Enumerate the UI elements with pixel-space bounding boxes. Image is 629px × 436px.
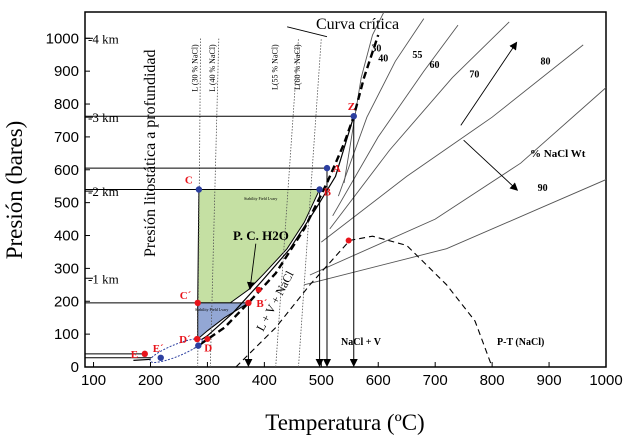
- point-label: D´: [179, 334, 191, 346]
- isopleth-label: 90: [538, 183, 548, 194]
- liquidus-line: [275, 38, 299, 367]
- point-marker: [195, 186, 203, 193]
- depth-label: -4 km: [88, 31, 119, 46]
- x-tick-label: 600: [366, 372, 391, 389]
- liquidus-label: L(60 % NaCl): [293, 44, 302, 90]
- liquidus-line: [298, 38, 322, 367]
- point-marker: [316, 186, 323, 193]
- point-label: Z: [348, 101, 355, 113]
- y-tick-label: 1000: [46, 30, 79, 47]
- y-tick-label: 900: [54, 63, 79, 80]
- depth-label: -1 km: [88, 271, 119, 286]
- salinity-isopleths: [304, 12, 606, 286]
- isopleth-label: 40: [378, 53, 388, 64]
- point-marker: [345, 237, 352, 244]
- isopleth-label: 55: [412, 50, 422, 61]
- pc-h2o-label: P. C. H2O: [233, 228, 289, 243]
- x-tick-label: 200: [138, 372, 163, 389]
- liquidus-labels: L (30 % NaCl) L (40 % NaCl) L(55 % NaCl) L(…: [191, 44, 302, 92]
- y-tick-label: 800: [54, 96, 79, 113]
- point-label: C´: [180, 290, 192, 302]
- isopleth-line: [343, 12, 385, 183]
- point-label: D: [204, 343, 212, 355]
- reference-lines: [85, 115, 358, 367]
- y-ticks: 0 100 200 300 400 500 600 700 800 900 1000: [46, 30, 90, 376]
- small-box-label-lower: Stability Field Lvary: [195, 307, 228, 312]
- liquidus-lines: [197, 38, 322, 367]
- point-labels: C BA Z C´ B´ D´ D E E´: [131, 101, 355, 361]
- depth-label: -3 km: [88, 110, 119, 125]
- x-ticks: 100 200 300 400 500 600 700 800 900 1000: [81, 362, 623, 389]
- point-label: B´: [256, 298, 267, 310]
- point-marker: [194, 299, 201, 307]
- annotation-arrows: [246, 26, 519, 291]
- liquidus-label: L (30 % NaCl): [191, 44, 200, 92]
- nacl-v-region-label: NaCl + V: [341, 337, 382, 348]
- x-tick-label: 500: [309, 372, 334, 389]
- y-tick-label: 100: [54, 326, 79, 343]
- y-tick-label: 400: [54, 228, 79, 245]
- x-tick-label: 800: [480, 372, 505, 389]
- critical-curve-leader: [287, 26, 328, 38]
- isopleth-line: [332, 24, 459, 217]
- critical-curve-label: Curva crítica: [316, 16, 399, 33]
- depth-axis-label: Presión litostática a profundidad: [142, 49, 159, 257]
- liquidus-label: L (40 % NaCl): [208, 44, 217, 92]
- point-label: E´: [153, 343, 164, 355]
- depth-labels: -4 km -3 km -2 km -1 km: [88, 31, 119, 286]
- point-marker: [157, 354, 164, 361]
- point-marker: [255, 286, 262, 293]
- isopleth-label: 60: [429, 60, 439, 71]
- x-tick-label: 300: [195, 372, 220, 389]
- y-tick-label: 700: [54, 129, 79, 146]
- isopleth-label: 80: [541, 57, 551, 68]
- liquidus-line: [209, 38, 220, 367]
- point-label: A: [333, 163, 341, 175]
- isopleth-label: 30: [371, 43, 381, 54]
- y-tick-label: 200: [54, 293, 79, 310]
- pc-h2o-arrow: [246, 243, 257, 291]
- small-box-label-upper: Stability Field Lvary: [244, 196, 277, 201]
- depth-label: -2 km: [88, 184, 119, 199]
- halite-curve: [235, 235, 493, 367]
- point-marker: [204, 336, 211, 343]
- isopleth-label: 70: [469, 70, 479, 81]
- point-marker: [195, 342, 202, 349]
- salinity-unit-label: % NaCl Wt: [530, 148, 586, 160]
- point-marker: [323, 164, 331, 172]
- point-marker: [245, 299, 252, 307]
- liquidus-line: [197, 38, 201, 367]
- y-tick-label: 0: [71, 359, 79, 376]
- isopleth-line: [304, 179, 606, 286]
- x-tick-label: 900: [537, 372, 562, 389]
- x-tick-label: 400: [252, 372, 277, 389]
- y-tick-label: 500: [54, 195, 79, 212]
- y-tick-label: 600: [54, 162, 79, 179]
- pt-nacl-label: P-T (NaCl): [497, 337, 544, 348]
- salinity-arrow-down: [463, 139, 519, 191]
- point-markers: [141, 112, 357, 361]
- x-tick-label: 700: [423, 372, 448, 389]
- salinity-arrow-up: [460, 41, 518, 126]
- isopleth-line: [337, 18, 425, 197]
- isopleth-line: [309, 87, 606, 276]
- y-tick-label: 300: [54, 260, 79, 277]
- point-label: E: [131, 349, 138, 361]
- isopleth-line: [329, 21, 510, 230]
- x-tick-label: 100: [81, 372, 106, 389]
- point-label: B: [324, 187, 332, 199]
- point-marker: [193, 335, 201, 343]
- liquidus-label: L(55 % NaCl): [270, 44, 279, 90]
- point-marker: [350, 112, 357, 120]
- x-axis-title: Temperatura (ºC): [265, 410, 424, 435]
- point-label: C: [185, 175, 193, 187]
- y-axis-title: Presión (bares): [2, 121, 27, 260]
- point-marker: [141, 350, 148, 358]
- x-tick-label: 1000: [589, 372, 622, 389]
- isopleth-line: [321, 44, 584, 243]
